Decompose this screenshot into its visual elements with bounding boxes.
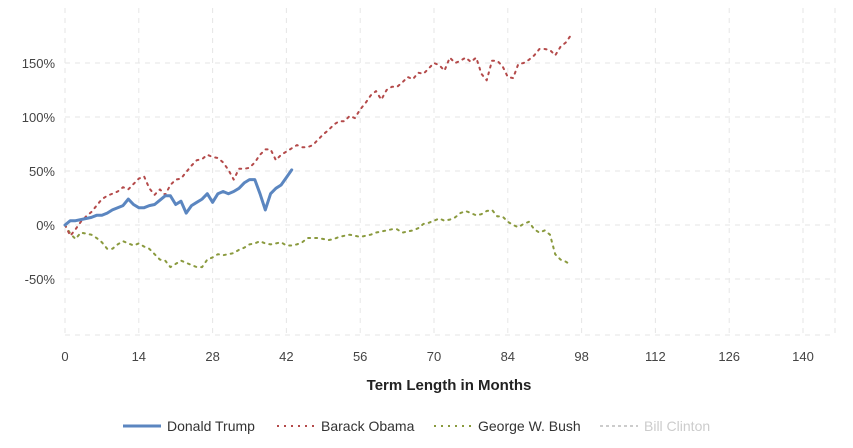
x-tick-label: 98 — [574, 349, 588, 364]
x-tick-label: 84 — [501, 349, 515, 364]
series-line-donald-trump[interactable] — [63, 168, 294, 227]
legend-item-barack-obama[interactable]: Barack Obama — [277, 418, 415, 434]
legend: Donald Trump Barack Obama George W. Bush Bi… — [123, 418, 710, 434]
axis-labels: 0 14 28 42 56 70 84 98 112 126 140 -50% 0% 50% 100% 150… — [22, 56, 814, 364]
legend-label: Donald Trump — [167, 418, 255, 434]
y-tick-label: 0% — [36, 218, 55, 233]
series-line-george-w-bush[interactable] — [64, 208, 573, 269]
y-tick-label: 150% — [22, 56, 56, 71]
legend-item-donald-trump[interactable]: Donald Trump — [123, 418, 255, 434]
legend-label: Barack Obama — [321, 418, 415, 434]
series-group — [63, 33, 573, 269]
x-axis-title: Term Length in Months — [367, 377, 532, 394]
x-tick-label: 126 — [718, 349, 740, 364]
x-tick-label: 14 — [132, 349, 146, 364]
y-tick-label: 100% — [22, 110, 56, 125]
x-tick-label: 42 — [279, 349, 293, 364]
x-tick-label: 112 — [645, 349, 666, 364]
y-tick-label: -50% — [25, 272, 56, 287]
legend-item-george-w-bush[interactable]: George W. Bush — [434, 418, 581, 434]
x-tick-label: 56 — [353, 349, 367, 364]
y-tick-label: 50% — [29, 164, 55, 179]
x-tick-label: 28 — [205, 349, 219, 364]
grid — [64, 8, 836, 336]
legend-item-bill-clinton[interactable]: Bill Clinton — [600, 418, 710, 434]
x-tick-label: 70 — [427, 349, 441, 364]
legend-label: Bill Clinton — [644, 418, 710, 434]
x-tick-label: 0 — [61, 349, 68, 364]
x-tick-label: 140 — [792, 349, 814, 364]
legend-label: George W. Bush — [478, 418, 581, 434]
series-line-barack-obama[interactable] — [64, 33, 573, 237]
